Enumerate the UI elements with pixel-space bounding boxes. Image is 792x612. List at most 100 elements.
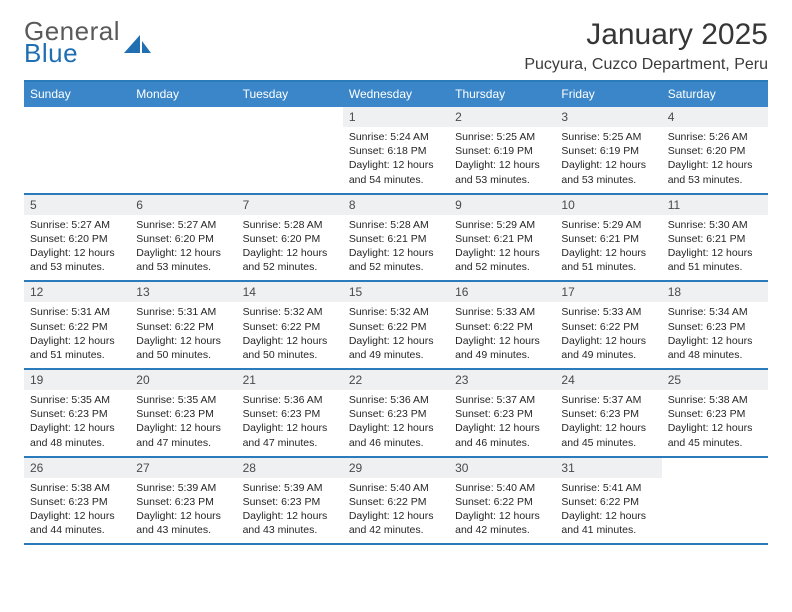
sunrise-line: Sunrise: 5:26 AM [668,130,762,144]
day-number: 27 [130,458,236,478]
day-cell: 15Sunrise: 5:32 AMSunset: 6:22 PMDayligh… [343,282,449,368]
day-info: Sunrise: 5:35 AMSunset: 6:23 PMDaylight:… [30,393,124,450]
sunrise-line: Sunrise: 5:39 AM [243,481,337,495]
day-number-bar [24,107,130,125]
dow-header-row: SundayMondayTuesdayWednesdayThursdayFrid… [24,82,768,107]
daylight-line: Daylight: 12 hours and 47 minutes. [136,421,230,449]
day-cell: 6Sunrise: 5:27 AMSunset: 6:20 PMDaylight… [130,195,236,281]
dow-header-cell: Thursday [449,82,555,107]
day-number: 20 [130,370,236,390]
sunrise-line: Sunrise: 5:24 AM [349,130,443,144]
day-number: 12 [24,282,130,302]
daylight-line: Daylight: 12 hours and 53 minutes. [136,246,230,274]
sunrise-line: Sunrise: 5:41 AM [561,481,655,495]
day-cell: 22Sunrise: 5:36 AMSunset: 6:23 PMDayligh… [343,370,449,456]
sunrise-line: Sunrise: 5:27 AM [30,218,124,232]
day-info: Sunrise: 5:26 AMSunset: 6:20 PMDaylight:… [668,130,762,187]
day-number: 7 [237,195,343,215]
header-row: General Blue January 2025 Pucyura, Cuzco… [24,18,768,74]
sunset-line: Sunset: 6:19 PM [561,144,655,158]
sunrise-line: Sunrise: 5:40 AM [455,481,549,495]
day-info: Sunrise: 5:30 AMSunset: 6:21 PMDaylight:… [668,218,762,275]
sunset-line: Sunset: 6:22 PM [561,320,655,334]
day-info: Sunrise: 5:32 AMSunset: 6:22 PMDaylight:… [349,305,443,362]
day-info: Sunrise: 5:27 AMSunset: 6:20 PMDaylight:… [30,218,124,275]
daylight-line: Daylight: 12 hours and 42 minutes. [349,509,443,537]
day-number: 13 [130,282,236,302]
day-cell: 24Sunrise: 5:37 AMSunset: 6:23 PMDayligh… [555,370,661,456]
sunrise-line: Sunrise: 5:36 AM [349,393,443,407]
sunset-line: Sunset: 6:22 PM [136,320,230,334]
day-number: 19 [24,370,130,390]
calendar-page: General Blue January 2025 Pucyura, Cuzco… [0,0,792,555]
sunset-line: Sunset: 6:22 PM [243,320,337,334]
daylight-line: Daylight: 12 hours and 49 minutes. [561,334,655,362]
daylight-line: Daylight: 12 hours and 48 minutes. [30,421,124,449]
day-info: Sunrise: 5:28 AMSunset: 6:21 PMDaylight:… [349,218,443,275]
daylight-line: Daylight: 12 hours and 51 minutes. [561,246,655,274]
sunrise-line: Sunrise: 5:33 AM [455,305,549,319]
calendar-grid: SundayMondayTuesdayWednesdayThursdayFrid… [24,80,768,545]
day-info: Sunrise: 5:39 AMSunset: 6:23 PMDaylight:… [243,481,337,538]
sunset-line: Sunset: 6:18 PM [349,144,443,158]
day-number-bar [130,107,236,125]
day-info: Sunrise: 5:36 AMSunset: 6:23 PMDaylight:… [243,393,337,450]
daylight-line: Daylight: 12 hours and 43 minutes. [243,509,337,537]
sunrise-line: Sunrise: 5:25 AM [455,130,549,144]
sunrise-line: Sunrise: 5:38 AM [30,481,124,495]
day-info: Sunrise: 5:24 AMSunset: 6:18 PMDaylight:… [349,130,443,187]
day-info: Sunrise: 5:33 AMSunset: 6:22 PMDaylight:… [455,305,549,362]
week-row: 1Sunrise: 5:24 AMSunset: 6:18 PMDaylight… [24,107,768,195]
day-info: Sunrise: 5:28 AMSunset: 6:20 PMDaylight:… [243,218,337,275]
day-info: Sunrise: 5:32 AMSunset: 6:22 PMDaylight:… [243,305,337,362]
sunset-line: Sunset: 6:23 PM [668,407,762,421]
daylight-line: Daylight: 12 hours and 53 minutes. [455,158,549,186]
daylight-line: Daylight: 12 hours and 53 minutes. [668,158,762,186]
daylight-line: Daylight: 12 hours and 49 minutes. [349,334,443,362]
sunrise-line: Sunrise: 5:30 AM [668,218,762,232]
day-number: 8 [343,195,449,215]
sunset-line: Sunset: 6:23 PM [136,495,230,509]
daylight-line: Daylight: 12 hours and 49 minutes. [455,334,549,362]
day-info: Sunrise: 5:31 AMSunset: 6:22 PMDaylight:… [30,305,124,362]
logo-text-col: General Blue [24,18,120,66]
day-info: Sunrise: 5:25 AMSunset: 6:19 PMDaylight:… [561,130,655,187]
sunset-line: Sunset: 6:20 PM [30,232,124,246]
week-row: 19Sunrise: 5:35 AMSunset: 6:23 PMDayligh… [24,370,768,458]
sunset-line: Sunset: 6:22 PM [455,495,549,509]
day-cell [237,107,343,193]
day-number: 2 [449,107,555,127]
sunrise-line: Sunrise: 5:35 AM [136,393,230,407]
day-number: 28 [237,458,343,478]
daylight-line: Daylight: 12 hours and 48 minutes. [668,334,762,362]
sunset-line: Sunset: 6:21 PM [455,232,549,246]
sunset-line: Sunset: 6:23 PM [30,407,124,421]
day-cell: 10Sunrise: 5:29 AMSunset: 6:21 PMDayligh… [555,195,661,281]
daylight-line: Daylight: 12 hours and 41 minutes. [561,509,655,537]
logo-text-2: Blue [24,40,120,66]
day-cell: 12 Sunrise: 5:31 AMSunset: 6:22 PMDayligh… [24,282,130,368]
day-cell: 7 Sunrise: 5:28 AMSunset: 6:20 PMDaylight… [237,195,343,281]
day-number: 3 [555,107,661,127]
weeks-container: 1Sunrise: 5:24 AMSunset: 6:18 PMDaylight… [24,107,768,545]
day-number: 26 [24,458,130,478]
logo: General Blue [24,18,152,66]
sunrise-line: Sunrise: 5:31 AM [30,305,124,319]
day-cell: 21Sunrise: 5:36 AMSunset: 6:23 PMDayligh… [237,370,343,456]
day-number: 5 [24,195,130,215]
day-cell: 28 Sunrise: 5:39 AMSunset: 6:23 PMDayligh… [237,458,343,544]
sunrise-line: Sunrise: 5:29 AM [455,218,549,232]
day-info: Sunrise: 5:39 AMSunset: 6:23 PMDaylight:… [136,481,230,538]
day-cell: 29Sunrise: 5:40 AMSunset: 6:22 PMDayligh… [343,458,449,544]
day-number: 16 [449,282,555,302]
day-cell: 3 Sunrise: 5:25 AMSunset: 6:19 PMDaylight… [555,107,661,193]
day-cell: 26Sunrise: 5:38 AMSunset: 6:23 PMDayligh… [24,458,130,544]
sunrise-line: Sunrise: 5:33 AM [561,305,655,319]
sunrise-line: Sunrise: 5:28 AM [243,218,337,232]
sunset-line: Sunset: 6:21 PM [668,232,762,246]
day-info: Sunrise: 5:27 AMSunset: 6:20 PMDaylight:… [136,218,230,275]
sail-icon [124,33,152,60]
sunrise-line: Sunrise: 5:28 AM [349,218,443,232]
day-info: Sunrise: 5:36 AMSunset: 6:23 PMDaylight:… [349,393,443,450]
sunrise-line: Sunrise: 5:36 AM [243,393,337,407]
